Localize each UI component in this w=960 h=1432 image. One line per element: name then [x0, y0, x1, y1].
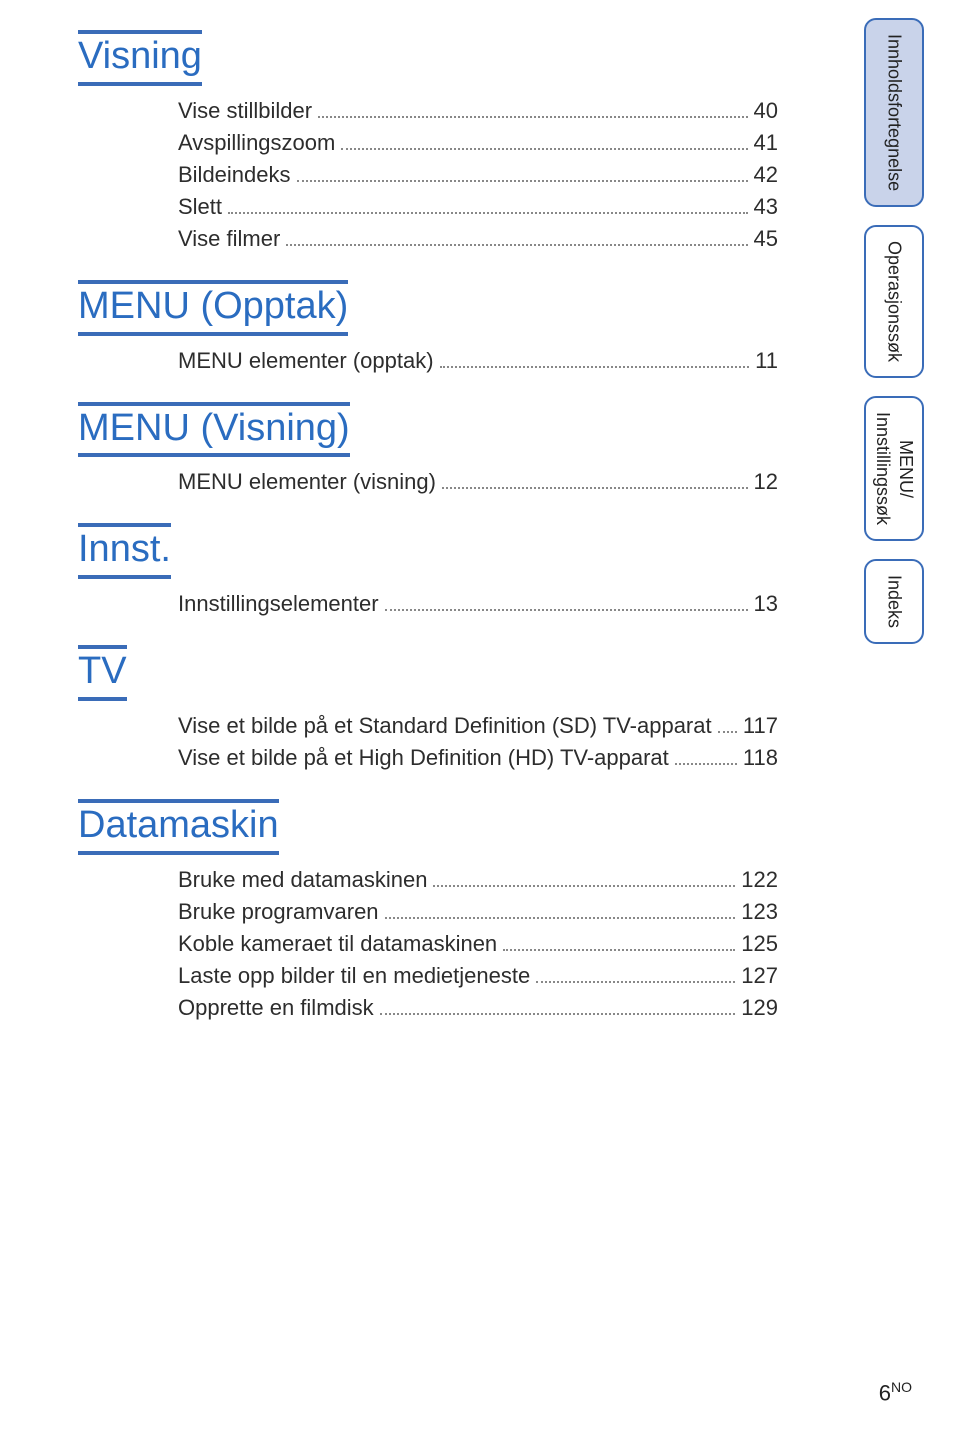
page-locale: NO — [891, 1379, 912, 1395]
toc-page: 13 — [754, 591, 778, 617]
toc-label: MENU elementer (opptak) — [178, 348, 434, 374]
toc-page: 41 — [754, 130, 778, 156]
toc-page: 11 — [755, 348, 778, 374]
leader-dots — [341, 148, 747, 150]
tab-sub-label: MENU/ — [895, 440, 916, 498]
leader-dots — [385, 917, 736, 919]
toc-item[interactable]: MENU elementer (visning) 12 — [178, 469, 778, 495]
leader-dots — [442, 487, 748, 489]
toc-item[interactable]: Laste opp bilder til en medietjeneste 12… — [178, 963, 778, 989]
toc-label: Vise et bilde på et Standard Definition … — [178, 713, 712, 739]
side-tabs: Innholdsfortegnelse Operasjonssøk Innsti… — [864, 18, 924, 644]
toc-label: Bruke med datamaskinen — [178, 867, 427, 893]
leader-dots — [380, 1013, 736, 1015]
leader-dots — [318, 116, 747, 118]
toc-item[interactable]: Slett 43 — [178, 194, 778, 220]
tab-innholdsfortegnelse[interactable]: Innholdsfortegnelse — [864, 18, 924, 207]
toc-item[interactable]: Bruke med datamaskinen 122 — [178, 867, 778, 893]
toc-label: Slett — [178, 194, 222, 220]
toc-item[interactable]: Vise stillbilder 40 — [178, 98, 778, 124]
leader-dots — [297, 180, 748, 182]
leader-dots — [718, 731, 737, 733]
toc-label: Vise stillbilder — [178, 98, 312, 124]
toc-label: Opprette en filmdisk — [178, 995, 374, 1021]
section-heading: Innst. — [78, 523, 171, 579]
leader-dots — [433, 885, 735, 887]
section-heading: MENU (Opptak) — [78, 280, 348, 336]
leader-dots — [440, 366, 750, 368]
section-visning: Visning Vise stillbilder 40 Avspillingsz… — [78, 30, 778, 252]
leader-dots — [385, 609, 748, 611]
toc-page: 125 — [741, 931, 778, 957]
toc-page: 127 — [741, 963, 778, 989]
toc-label: Bildeindeks — [178, 162, 291, 188]
toc-label: Koble kameraet til datamaskinen — [178, 931, 497, 957]
leader-dots — [286, 244, 747, 246]
section-heading: Datamaskin — [78, 799, 279, 855]
section-heading: Visning — [78, 30, 202, 86]
page-number: 6 — [879, 1380, 891, 1405]
toc-page: 118 — [743, 745, 778, 771]
section-heading: MENU (Visning) — [78, 402, 350, 458]
section-tv: TV Vise et bilde på et Standard Definiti… — [78, 645, 778, 771]
toc-page: 12 — [754, 469, 778, 495]
toc-label: Avspillingszoom — [178, 130, 335, 156]
toc-label: Vise filmer — [178, 226, 280, 252]
leader-dots — [503, 949, 735, 951]
section-innst: Innst. Innstillingselementer 13 — [78, 523, 778, 617]
page-footer: 6NO — [879, 1379, 912, 1406]
toc-page: 123 — [741, 899, 778, 925]
toc-item[interactable]: Avspillingszoom 41 — [178, 130, 778, 156]
toc-label: MENU elementer (visning) — [178, 469, 436, 495]
toc-item[interactable]: Bruke programvaren 123 — [178, 899, 778, 925]
section-menu-opptak: MENU (Opptak) MENU elementer (opptak) 11 — [78, 280, 778, 374]
toc-page: 129 — [741, 995, 778, 1021]
tab-indeks[interactable]: Indeks — [864, 559, 924, 644]
tab-operasjonssok[interactable]: Operasjonssøk — [864, 225, 924, 378]
toc-page: 40 — [754, 98, 778, 124]
tab-menu-innstillingssok[interactable]: Innstillingssøk MENU/ — [864, 396, 924, 541]
toc-item[interactable]: Opprette en filmdisk 129 — [178, 995, 778, 1021]
toc-page: 43 — [754, 194, 778, 220]
section-menu-visning: MENU (Visning) MENU elementer (visning) … — [78, 402, 778, 496]
toc-page: 45 — [754, 226, 778, 252]
toc-page: 117 — [743, 713, 778, 739]
leader-dots — [536, 981, 735, 983]
toc-label: Laste opp bilder til en medietjeneste — [178, 963, 530, 989]
toc-page: 122 — [741, 867, 778, 893]
toc-item[interactable]: Bildeindeks 42 — [178, 162, 778, 188]
section-heading: TV — [78, 645, 127, 701]
toc-item[interactable]: Vise filmer 45 — [178, 226, 778, 252]
toc-page: 42 — [754, 162, 778, 188]
section-datamaskin: Datamaskin Bruke med datamaskinen 122 Br… — [78, 799, 778, 1021]
tab-sub-label: Innstillingssøk — [872, 412, 893, 525]
toc-item[interactable]: Koble kameraet til datamaskinen 125 — [178, 931, 778, 957]
toc-item[interactable]: Vise et bilde på et Standard Definition … — [178, 713, 778, 739]
toc-label: Bruke programvaren — [178, 899, 379, 925]
leader-dots — [675, 763, 737, 765]
toc-item[interactable]: MENU elementer (opptak) 11 — [178, 348, 778, 374]
toc-item[interactable]: Vise et bilde på et High Definition (HD)… — [178, 745, 778, 771]
toc-item[interactable]: Innstillingselementer 13 — [178, 591, 778, 617]
leader-dots — [228, 212, 747, 214]
toc-content: Visning Vise stillbilder 40 Avspillingsz… — [78, 30, 778, 1021]
toc-label: Innstillingselementer — [178, 591, 379, 617]
toc-label: Vise et bilde på et High Definition (HD)… — [178, 745, 669, 771]
